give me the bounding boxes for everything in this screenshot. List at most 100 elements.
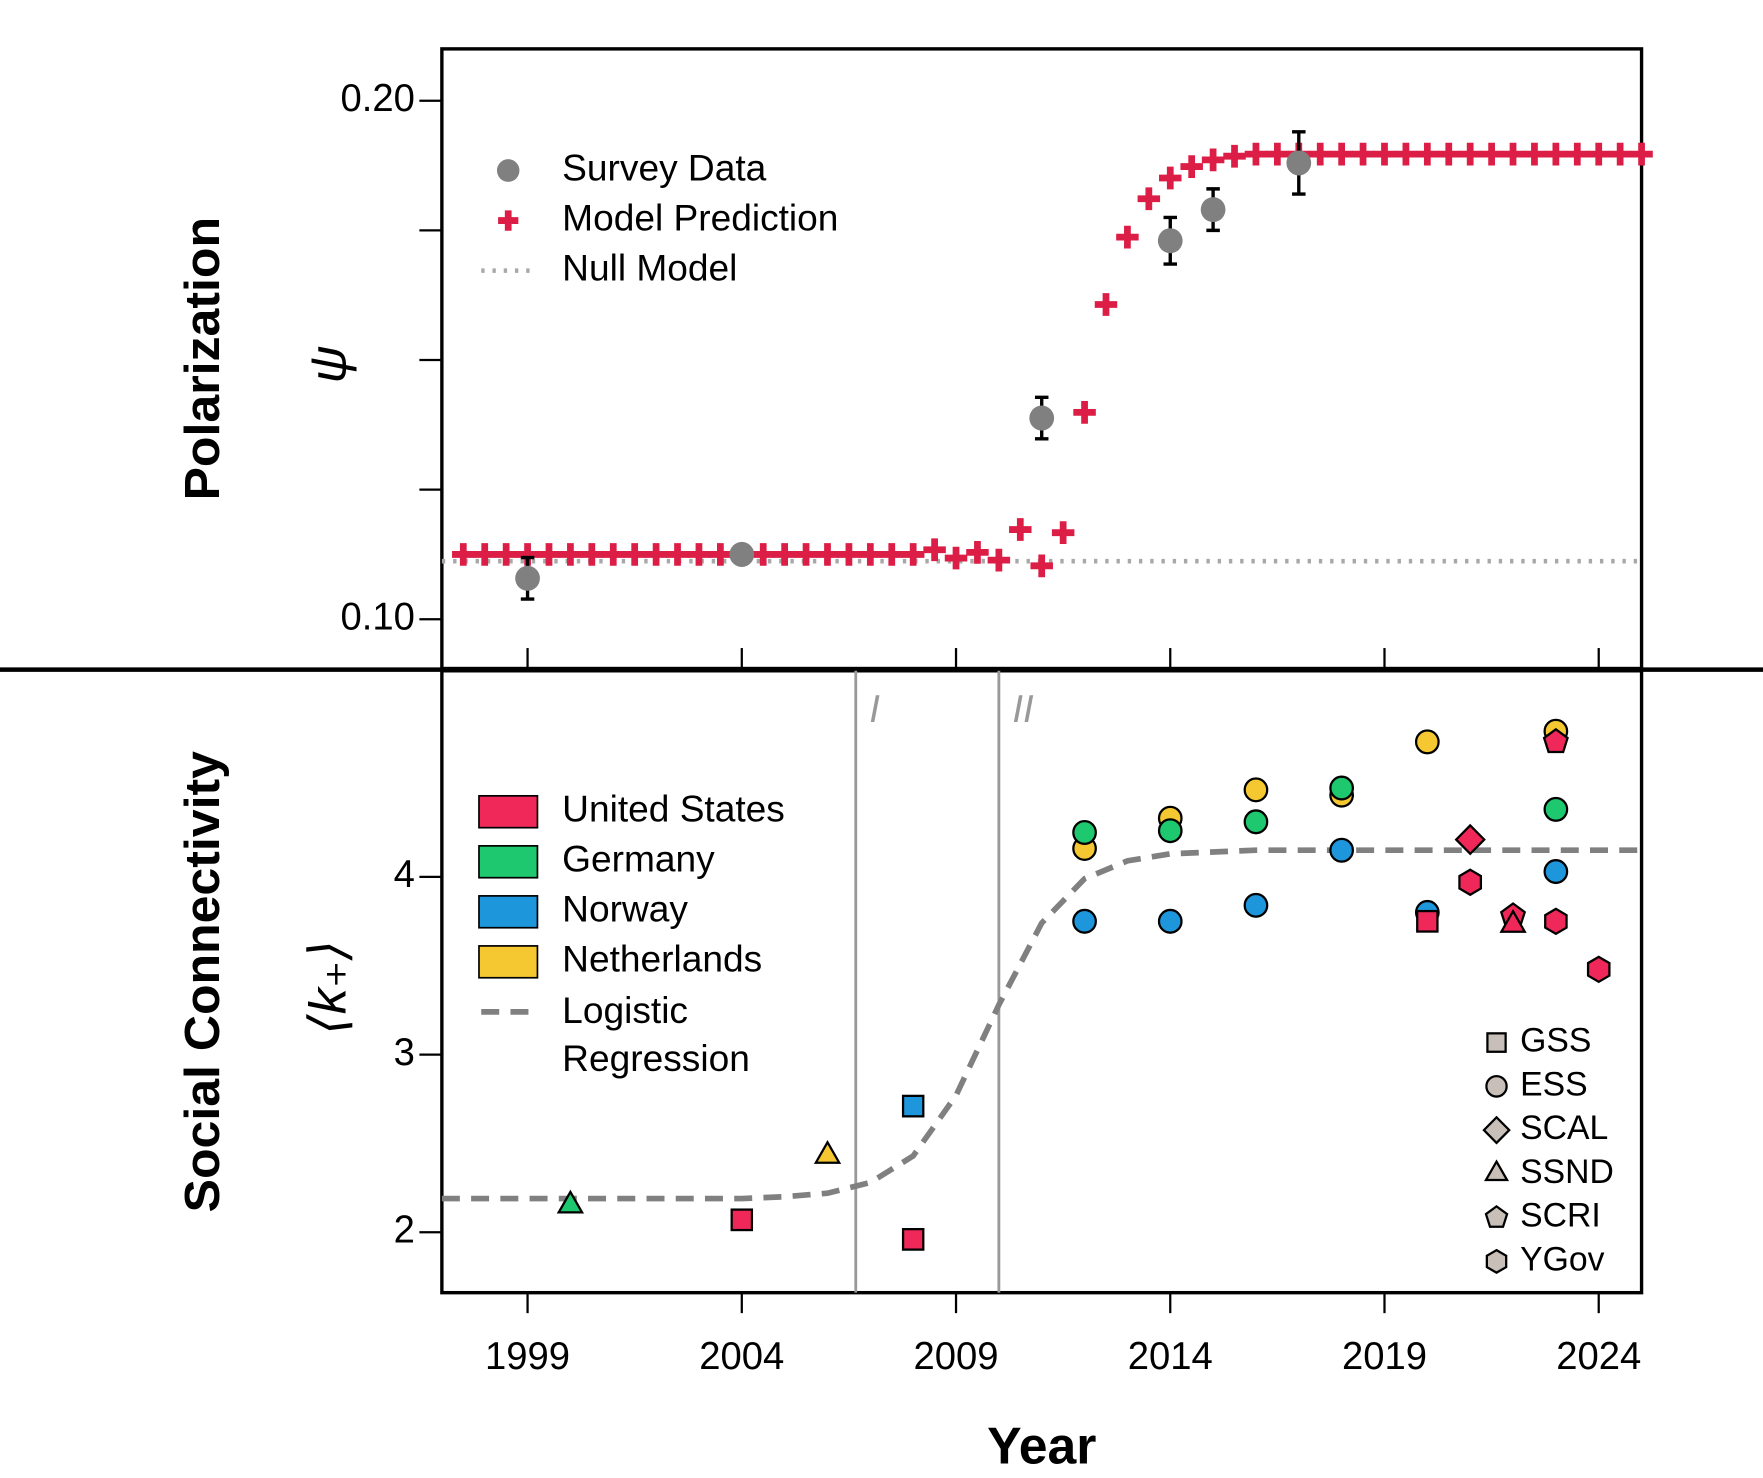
marker xyxy=(1266,142,1289,166)
legend-label: Germany xyxy=(562,838,715,880)
x-tick-label: 2009 xyxy=(914,1335,999,1378)
marker xyxy=(1243,892,1269,918)
marker xyxy=(751,543,775,566)
marker xyxy=(580,543,604,566)
marker xyxy=(1544,907,1568,936)
marker xyxy=(537,543,561,566)
legend-swatch xyxy=(478,895,539,929)
phase-label: I xyxy=(869,688,880,731)
marker xyxy=(1137,187,1161,211)
marker xyxy=(1157,908,1183,934)
marker xyxy=(813,1139,842,1164)
marker xyxy=(1351,142,1375,166)
marker xyxy=(1051,521,1075,545)
marker xyxy=(1416,142,1439,166)
marker xyxy=(1437,142,1461,166)
y-axis-symbol: ⟨k₊⟩ xyxy=(300,940,358,1035)
marker xyxy=(556,1189,585,1214)
shape-legend-label: ESS xyxy=(1520,1065,1587,1103)
marker xyxy=(494,543,518,566)
marker xyxy=(1480,142,1503,166)
marker xyxy=(1482,1115,1511,1145)
marker xyxy=(709,543,732,566)
marker xyxy=(901,1094,925,1118)
marker xyxy=(1159,166,1182,190)
chart-body: 0.10 0.20 Polarization ψ Survey Data Model Pr… xyxy=(0,47,1763,1475)
marker xyxy=(1416,909,1439,933)
marker xyxy=(644,543,668,566)
marker xyxy=(1373,142,1396,166)
marker xyxy=(1486,1032,1507,1053)
marker xyxy=(729,541,755,567)
marker xyxy=(966,540,989,564)
shape-legend-label: SSND xyxy=(1520,1153,1614,1191)
legend-swatch xyxy=(478,845,539,879)
marker xyxy=(837,543,861,566)
marker xyxy=(1485,1248,1508,1274)
x-tick-label: 2004 xyxy=(699,1335,784,1378)
marker xyxy=(773,543,796,566)
y-axis-symbol: ψ xyxy=(300,345,358,383)
series-line xyxy=(441,847,1642,1202)
shape-legend-label: GSS xyxy=(1520,1021,1591,1059)
legend-label: Model Prediction xyxy=(562,196,838,238)
marker xyxy=(1094,293,1118,316)
marker xyxy=(1394,142,1418,166)
marker xyxy=(666,543,689,566)
marker xyxy=(559,543,582,566)
marker xyxy=(1330,142,1353,166)
y-tick-label: 0.20 xyxy=(340,77,414,120)
marker xyxy=(1458,868,1483,897)
marker xyxy=(1608,142,1632,166)
x-axis-label: Year xyxy=(987,1417,1096,1475)
legend-label: Null Model xyxy=(562,246,737,288)
marker xyxy=(1030,554,1053,578)
marker xyxy=(1544,142,1568,166)
marker xyxy=(1630,142,1653,166)
x-tick-label: 2014 xyxy=(1128,1335,1213,1378)
y-tick-label: 4 xyxy=(394,853,415,896)
marker xyxy=(794,543,818,566)
marker xyxy=(880,543,904,566)
marker xyxy=(1200,197,1226,223)
marker xyxy=(498,210,519,231)
marker xyxy=(1566,142,1589,166)
marker xyxy=(623,543,646,566)
marker xyxy=(1201,148,1225,172)
y-tick-label: 2 xyxy=(394,1208,415,1251)
marker xyxy=(1243,777,1269,803)
marker xyxy=(901,1228,925,1251)
marker xyxy=(1116,225,1139,249)
marker xyxy=(1484,1159,1510,1182)
legend-label: Survey Data xyxy=(562,146,766,188)
legend-label: United States xyxy=(562,787,785,829)
marker xyxy=(1072,908,1097,934)
panel: 2 3 4 1999 2004 2009 2014 2019 2024 Social Connec… xyxy=(174,669,1644,1475)
marker xyxy=(1244,142,1268,166)
marker xyxy=(1329,837,1355,863)
shape-legend-label: SCAL xyxy=(1520,1109,1608,1147)
marker xyxy=(1543,859,1569,885)
legend-swatch xyxy=(478,794,539,829)
marker xyxy=(1286,150,1312,176)
marker xyxy=(1587,142,1610,166)
marker xyxy=(1454,823,1486,856)
marker xyxy=(1501,142,1525,166)
marker xyxy=(1072,819,1097,845)
marker xyxy=(473,543,496,566)
marker xyxy=(1157,818,1183,844)
marker xyxy=(452,543,475,566)
y-tick-label: 0.10 xyxy=(340,595,414,638)
marker xyxy=(687,543,711,566)
marker xyxy=(602,543,625,566)
marker xyxy=(1308,142,1332,166)
y-tick-label: 3 xyxy=(394,1031,415,1074)
marker xyxy=(944,546,968,570)
marker xyxy=(515,565,540,591)
shape-legend-label: SCRI xyxy=(1520,1196,1601,1234)
marker xyxy=(1542,727,1569,754)
marker xyxy=(816,543,839,566)
marker xyxy=(730,1208,754,1232)
marker xyxy=(1180,155,1203,178)
